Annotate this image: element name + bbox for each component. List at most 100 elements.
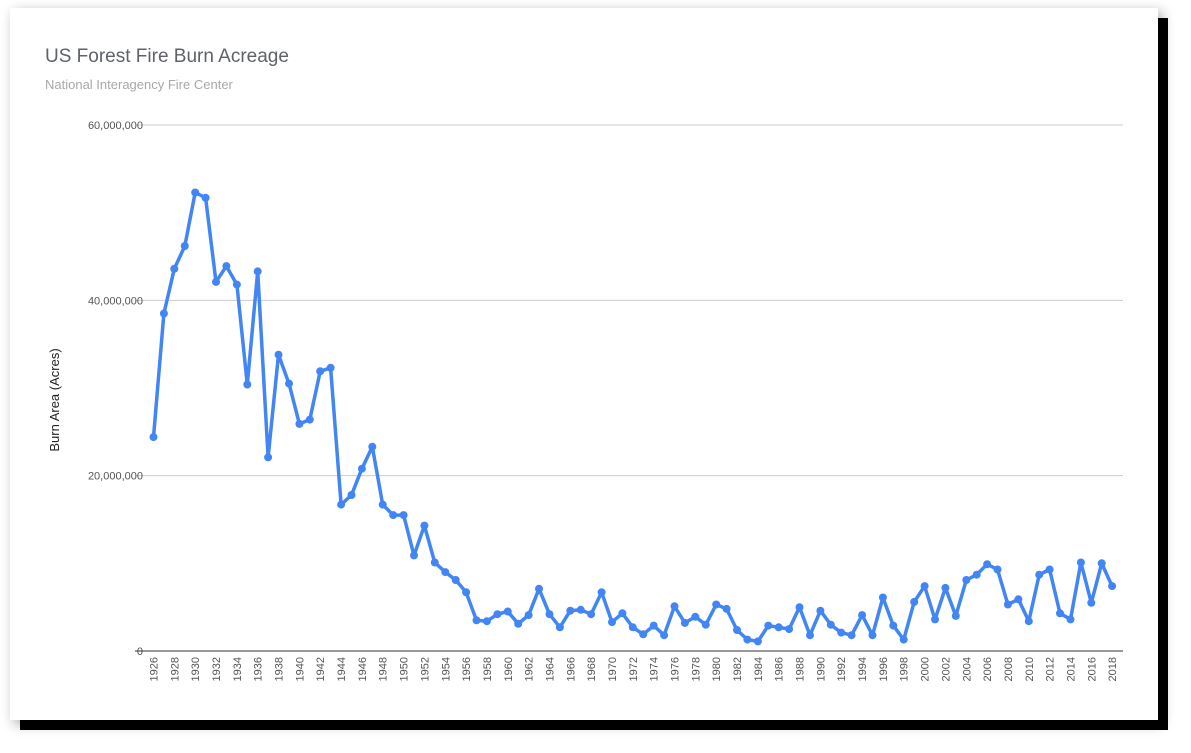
x-tick-label: 2004 — [961, 657, 973, 681]
x-tick-label: 1962 — [524, 657, 536, 681]
x-tick-label: 1942 — [315, 657, 327, 681]
data-point — [243, 380, 252, 389]
x-tick-label: 1972 — [628, 657, 640, 681]
data-point — [774, 623, 783, 632]
x-tick-label: 1940 — [294, 657, 306, 681]
data-point — [420, 521, 429, 530]
x-tick-label: 1984 — [753, 657, 765, 681]
data-point — [920, 582, 929, 591]
line-chart: 0 20,000,000 40,000,000 60,000,000 1926 1928… — [47, 120, 1123, 681]
data-point — [503, 607, 512, 616]
data-point — [389, 511, 398, 520]
data-point — [1066, 615, 1075, 624]
x-tick-label: 1930 — [190, 657, 202, 681]
data-point — [441, 568, 450, 577]
data-point — [608, 618, 616, 627]
data-point — [649, 621, 658, 630]
x-tick-label: 1980 — [711, 657, 723, 681]
data-point — [597, 588, 606, 597]
data-point — [462, 588, 471, 597]
data-point — [378, 500, 387, 509]
data-point — [170, 264, 179, 273]
data-point — [410, 551, 418, 560]
data-point — [941, 583, 950, 592]
data-point — [149, 433, 158, 442]
data-point — [806, 631, 814, 640]
x-tick-label: 2016 — [1086, 657, 1098, 681]
data-point — [1014, 595, 1023, 604]
data-point — [691, 612, 700, 621]
data-point — [701, 620, 710, 629]
x-tick-label: 2012 — [1045, 657, 1057, 681]
data-point — [587, 610, 596, 619]
data-point — [722, 604, 731, 613]
x-tick-label: 2014 — [1065, 657, 1077, 681]
data-point — [795, 603, 804, 612]
data-point — [295, 419, 304, 428]
x-tick-label: 1994 — [857, 657, 869, 681]
data-point — [368, 442, 377, 451]
y-tick-label: 20,000,000 — [88, 471, 143, 483]
data-point — [1045, 565, 1054, 574]
data-point — [305, 415, 314, 424]
x-tick-label: 2006 — [982, 657, 994, 681]
data-point — [1087, 598, 1096, 607]
y-tick-label: 60,000,000 — [88, 120, 143, 132]
data-point — [826, 620, 835, 629]
data-point — [399, 511, 408, 520]
data-point — [159, 309, 168, 318]
data-point — [680, 618, 689, 627]
data-point — [618, 609, 627, 618]
data-point — [524, 611, 533, 620]
chart-card — [10, 8, 1158, 720]
x-tick-label: 1956 — [461, 657, 473, 681]
x-tick-label: 1946 — [357, 657, 369, 681]
chart-subtitle: National Interagency Fire Center — [45, 77, 233, 92]
data-point — [253, 267, 262, 276]
data-point — [264, 453, 273, 462]
data-point — [1003, 600, 1012, 609]
x-tick-label: 2018 — [1107, 657, 1119, 681]
data-point — [1024, 617, 1033, 626]
data-point — [1108, 582, 1117, 591]
x-tick-label: 1954 — [440, 657, 452, 681]
data-point — [285, 379, 293, 388]
data-point — [878, 593, 887, 602]
data-point — [868, 631, 877, 640]
data-point — [962, 576, 971, 584]
x-tick-label: 1992 — [836, 657, 848, 681]
x-tick-label: 1976 — [670, 657, 682, 681]
y-axis-ticks: 0 20,000,000 40,000,000 60,000,000 — [88, 120, 143, 658]
data-point — [733, 626, 741, 634]
data-point — [514, 619, 523, 628]
data-point — [972, 570, 981, 579]
x-axis-ticks: 1926 1928 1930 1932 1934 1936 1938 1940 1942 1944… — [149, 657, 1120, 681]
x-tick-label: 2010 — [1024, 657, 1036, 681]
data-point — [180, 242, 189, 250]
data-point — [535, 584, 543, 593]
x-tick-label: 1932 — [211, 657, 223, 681]
y-axis-label: Burn Area (Acres) — [47, 348, 62, 451]
x-tick-label: 1986 — [774, 657, 786, 681]
gridlines — [135, 124, 1123, 477]
data-point — [316, 367, 325, 376]
x-tick-label: 1968 — [586, 657, 598, 681]
data-point — [899, 635, 908, 644]
data-point — [451, 576, 460, 584]
series-line — [151, 190, 1114, 644]
x-tick-label: 2000 — [920, 657, 932, 681]
data-point — [337, 500, 346, 509]
x-tick-label: 1978 — [690, 657, 702, 681]
data-point — [660, 631, 669, 640]
data-point — [639, 630, 648, 639]
x-tick-label: 1950 — [399, 657, 411, 681]
data-point — [764, 621, 773, 630]
data-point — [951, 611, 960, 620]
x-tick-label: 1958 — [482, 657, 494, 681]
x-tick-label: 1974 — [649, 657, 661, 681]
data-point — [472, 616, 481, 625]
data-point — [357, 464, 366, 473]
x-tick-label: 1960 — [503, 657, 515, 681]
data-point — [628, 623, 637, 632]
data-point — [847, 631, 856, 640]
